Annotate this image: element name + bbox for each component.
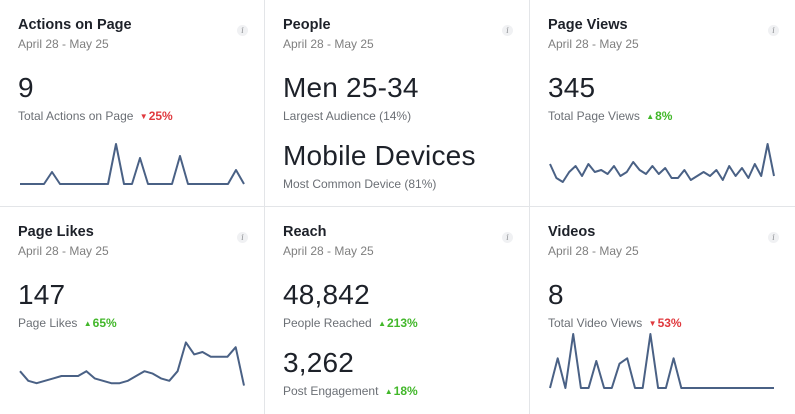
date-range: April 28 - May 25 xyxy=(548,37,639,51)
change-value: 213% xyxy=(387,316,418,330)
metric-value: Men 25-34 xyxy=(283,72,419,103)
change-indicator: ▲213% xyxy=(378,316,418,330)
sparkline-chart xyxy=(19,341,245,386)
card-videos[interactable]: Videos April 28 - May 25 i 8 Total Video… xyxy=(530,207,795,414)
sparkline-series xyxy=(19,341,245,386)
triangle-up-icon: ▲ xyxy=(384,387,393,396)
metric-value-secondary: 3,262 xyxy=(283,347,355,378)
info-icon[interactable]: i xyxy=(502,232,513,243)
info-icon[interactable]: i xyxy=(237,25,248,36)
triangle-up-icon: ▲ xyxy=(378,319,386,328)
card-title: Videos xyxy=(548,224,596,240)
change-indicator: ▼53% xyxy=(649,316,682,330)
triangle-down-icon: ▼ xyxy=(648,319,657,328)
card-page-views[interactable]: Page Views April 28 - May 25 i 345 Total… xyxy=(530,0,795,207)
card-title: Page Views xyxy=(548,17,628,33)
metric-label-row: Total Video Views ▼53% xyxy=(548,316,777,331)
metric-label-secondary: Most Common Device (81%) xyxy=(283,177,437,191)
card-actions-on-page[interactable]: Actions on Page April 28 - May 25 i 9 To… xyxy=(0,0,265,207)
card-reach[interactable]: Reach April 28 - May 25 i 48,842 People … xyxy=(265,207,530,414)
metric-label-row: Page Likes ▲65% xyxy=(18,316,246,331)
metric-label-row: Total Page Views ▲8% xyxy=(548,109,777,124)
date-range: April 28 - May 25 xyxy=(283,37,374,51)
card-title: Page Likes xyxy=(18,224,94,240)
metric-label: Largest Audience (14%) xyxy=(283,109,412,123)
change-value: 53% xyxy=(657,316,682,330)
metric-label: Page Likes xyxy=(18,316,78,330)
card-title: Actions on Page xyxy=(18,17,132,33)
date-range: April 28 - May 25 xyxy=(548,244,639,258)
sparkline-chart xyxy=(20,143,245,185)
metric-value: 147 xyxy=(18,279,66,310)
info-icon[interactable]: i xyxy=(768,232,779,243)
change-value-secondary: 18% xyxy=(393,384,418,398)
card-title: People xyxy=(283,17,331,33)
card-page-likes[interactable]: Page Likes April 28 - May 25 i 147 Page … xyxy=(0,207,265,414)
metric-label-row-secondary: Post Engagement ▲18% xyxy=(283,384,511,399)
triangle-up-icon: ▲ xyxy=(83,319,92,328)
change-value: 8% xyxy=(655,109,673,123)
metric-value-secondary: Mobile Devices xyxy=(283,140,476,171)
change-indicator: ▲8% xyxy=(646,109,672,123)
card-people[interactable]: People April 28 - May 25 i Men 25-34 Lar… xyxy=(265,0,530,207)
triangle-up-icon: ▲ xyxy=(646,112,655,121)
change-indicator: ▼25% xyxy=(140,109,173,123)
metric-value: 8 xyxy=(548,279,564,310)
metric-label: Total Page Views xyxy=(548,109,640,123)
info-icon[interactable]: i xyxy=(768,25,779,36)
card-title: Reach xyxy=(283,224,327,240)
date-range: April 28 - May 25 xyxy=(18,244,109,258)
metric-label-secondary: Post Engagement xyxy=(283,384,379,398)
date-range: April 28 - May 25 xyxy=(283,244,374,258)
metric-value: 48,842 xyxy=(283,279,370,310)
sparkline-chart xyxy=(549,143,775,183)
sparkline-series xyxy=(549,333,774,389)
metric-value: 9 xyxy=(18,72,34,103)
metric-label: Total Video Views xyxy=(548,316,643,330)
change-value: 25% xyxy=(148,109,173,123)
change-value: 65% xyxy=(92,316,117,330)
sparkline-series xyxy=(20,143,245,185)
sparkline-chart xyxy=(549,333,774,389)
metric-label-row: People Reached ▲213% xyxy=(283,316,511,331)
metric-label-row: Total Actions on Page ▼25% xyxy=(18,109,246,124)
metric-label: People Reached xyxy=(283,316,372,330)
metric-label: Total Actions on Page xyxy=(18,109,134,123)
info-icon[interactable]: i xyxy=(237,232,248,243)
date-range: April 28 - May 25 xyxy=(18,37,109,51)
change-indicator-secondary: ▲18% xyxy=(385,384,418,398)
metric-value: 345 xyxy=(548,72,596,103)
sparkline-series xyxy=(549,143,775,183)
change-indicator: ▲65% xyxy=(84,316,117,330)
info-icon[interactable]: i xyxy=(502,25,513,36)
triangle-down-icon: ▼ xyxy=(139,112,148,121)
